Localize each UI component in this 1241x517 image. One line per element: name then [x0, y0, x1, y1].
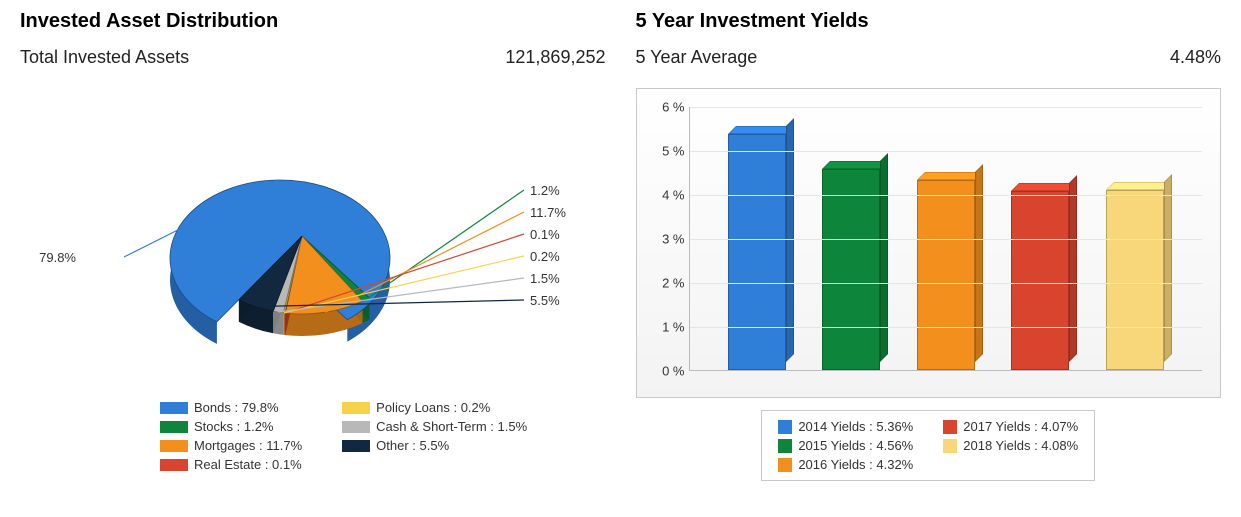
- bar: [822, 169, 880, 370]
- five-year-average-row: 5 Year Average 4.48%: [636, 47, 1222, 68]
- bar-top-face: [1011, 183, 1077, 191]
- investment-yields-title: 5 Year Investment Yields: [636, 10, 1222, 33]
- bar-top-face: [728, 126, 794, 134]
- total-invested-value: 121,869,252: [505, 47, 605, 68]
- legend-swatch: [943, 439, 957, 453]
- legend-swatch: [160, 459, 188, 471]
- bar-legend-item: 2015 Yields : 4.56%: [778, 438, 913, 453]
- bar-front-face: [1011, 191, 1069, 370]
- legend-swatch: [160, 440, 188, 452]
- bar: [1011, 191, 1069, 370]
- bar-legend: 2014 Yields : 5.36% 2015 Yields : 4.56% 20…: [761, 410, 1095, 481]
- bar-legend-item: 2017 Yields : 4.07%: [943, 419, 1078, 434]
- bar-front-face: [728, 134, 786, 370]
- pie-callout-label: 0.2%: [530, 249, 560, 264]
- legend-label: 2015 Yields : 4.56%: [798, 438, 913, 453]
- bar-top-face: [1106, 182, 1172, 190]
- bar-front-face: [822, 169, 880, 370]
- pie-callout-label: 79.8%: [36, 250, 76, 265]
- legend-label: Mortgages : 11.7%: [194, 438, 302, 453]
- legend-swatch: [342, 440, 370, 452]
- pie-legend-item: Real Estate : 0.1%: [160, 457, 302, 472]
- legend-label: 2017 Yields : 4.07%: [963, 419, 1078, 434]
- five-year-average-label: 5 Year Average: [636, 47, 758, 68]
- pie-legend: Bonds : 79.8%Stocks : 1.2%Mortgages : 11…: [160, 400, 606, 472]
- investment-yields-panel: 5 Year Investment Yields 5 Year Average …: [636, 10, 1222, 481]
- pie-callout-label: 11.7%: [530, 205, 566, 220]
- legend-swatch: [778, 439, 792, 453]
- pie-legend-item: Other : 5.5%: [342, 438, 527, 453]
- bar-front-face: [1106, 190, 1164, 370]
- legend-swatch: [160, 421, 188, 433]
- bar-legend-item: 2014 Yields : 5.36%: [778, 419, 913, 434]
- pie-callout-label: 0.1%: [530, 227, 560, 242]
- pie-chart: 79.8% 1.2% 11.7% 0.1% 0.2% 1.5% 5.5%: [20, 88, 606, 408]
- bar-legend-item: 2016 Yields : 4.32%: [778, 457, 913, 472]
- asset-distribution-panel: Invested Asset Distribution Total Invest…: [20, 10, 606, 481]
- pie-legend-item: Mortgages : 11.7%: [160, 438, 302, 453]
- gridline: [690, 283, 1203, 284]
- y-axis-tick-label: 3 %: [651, 232, 685, 247]
- pie-legend-item: Cash & Short-Term : 1.5%: [342, 419, 527, 434]
- bar-side-face: [975, 164, 983, 362]
- legend-swatch: [778, 420, 792, 434]
- total-invested-label: Total Invested Assets: [20, 47, 189, 68]
- y-axis-tick-label: 0 %: [651, 364, 685, 379]
- bar-front-face: [917, 180, 975, 370]
- bar-side-face: [880, 153, 888, 362]
- y-axis-tick-label: 5 %: [651, 144, 685, 159]
- bar-top-face: [822, 161, 888, 169]
- pie-callout-label: 1.2%: [530, 183, 560, 198]
- pie-callout-label: 5.5%: [530, 293, 560, 308]
- bar: [917, 180, 975, 370]
- y-axis-tick-label: 2 %: [651, 276, 685, 291]
- legend-swatch: [342, 421, 370, 433]
- legend-label: Stocks : 1.2%: [194, 419, 273, 434]
- legend-swatch: [778, 458, 792, 472]
- asset-distribution-title: Invested Asset Distribution: [20, 10, 606, 33]
- legend-label: Cash & Short-Term : 1.5%: [376, 419, 527, 434]
- legend-label: 2016 Yields : 4.32%: [798, 457, 913, 472]
- bar-side-face: [786, 118, 794, 362]
- pie-legend-item: Stocks : 1.2%: [160, 419, 302, 434]
- y-axis-tick-label: 4 %: [651, 188, 685, 203]
- gridline: [690, 195, 1203, 196]
- bar-side-face: [1069, 175, 1077, 362]
- legend-label: 2018 Yields : 4.08%: [963, 438, 1078, 453]
- bar: [1106, 190, 1164, 370]
- gridline: [690, 239, 1203, 240]
- gridline: [690, 327, 1203, 328]
- bar-chart: 0 % 1 % 2 % 3 % 4 % 5 % 6 %: [636, 88, 1222, 398]
- legend-label: 2014 Yields : 5.36%: [798, 419, 913, 434]
- legend-swatch: [943, 420, 957, 434]
- total-invested-row: Total Invested Assets 121,869,252: [20, 47, 606, 68]
- bar-legend-item: 2018 Yields : 4.08%: [943, 438, 1078, 453]
- legend-label: Real Estate : 0.1%: [194, 457, 302, 472]
- y-axis-tick-label: 6 %: [651, 100, 685, 115]
- bar-top-face: [917, 172, 983, 180]
- gridline: [690, 107, 1203, 108]
- legend-label: Other : 5.5%: [376, 438, 449, 453]
- bar: [728, 134, 786, 370]
- y-axis-tick-label: 1 %: [651, 320, 685, 335]
- pie-callout-label: 1.5%: [530, 271, 560, 286]
- five-year-average-value: 4.48%: [1170, 47, 1221, 68]
- gridline: [690, 151, 1203, 152]
- bar-side-face: [1164, 174, 1172, 362]
